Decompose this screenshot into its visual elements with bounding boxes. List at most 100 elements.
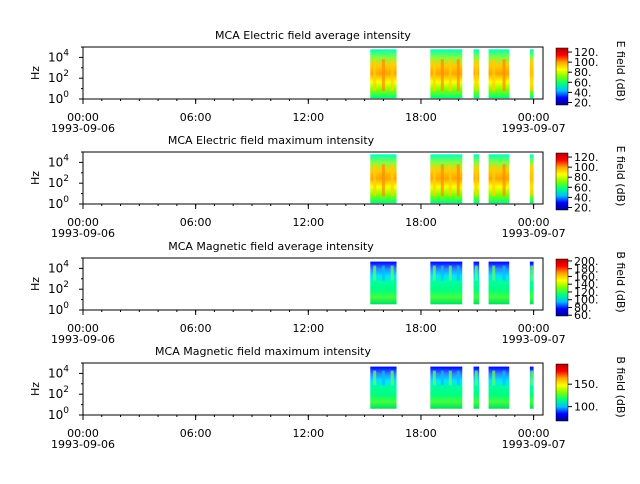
spectrogram-streak <box>492 164 496 197</box>
x-tick-label: 00:00 <box>518 216 550 229</box>
colorbar-tick-label: 100. <box>574 401 599 414</box>
spectrogram-segment <box>488 261 510 305</box>
colorbar-frame <box>555 47 569 106</box>
y-tick-label: 104 <box>48 153 69 169</box>
x-tick-label: 00:00 <box>518 427 550 440</box>
y-tick-label: 104 <box>48 259 69 275</box>
colorbar-tick-label: 40. <box>574 191 592 204</box>
y-axis-label: Hz <box>29 171 42 185</box>
colorbar-frame <box>555 363 569 422</box>
spectrogram-streak <box>381 370 385 386</box>
spectrogram-streak <box>373 370 377 386</box>
x-tick-date: 1993-09-06 <box>51 122 115 135</box>
panel-2: MCA Electric field maximum intensity 100 1… <box>29 134 627 240</box>
colorbar-tick-label: 40. <box>574 86 592 99</box>
x-tick-label: 06:00 <box>180 427 212 440</box>
y-tick-label: 100 <box>48 406 69 422</box>
colorbar <box>556 153 568 210</box>
x-tick-label: 18:00 <box>405 111 437 124</box>
spectrogram-streak <box>456 370 460 386</box>
spectrogram-streak <box>474 59 478 92</box>
spectrogram-streak <box>390 265 394 281</box>
colorbar-tick-label: 60. <box>574 76 592 89</box>
spectrogram-streak <box>381 164 385 197</box>
spectrogram-streak <box>448 59 452 92</box>
spectrogram-streak <box>502 59 506 92</box>
x-tick-label: 18:00 <box>405 216 437 229</box>
y-tick-label: 100 <box>48 301 69 317</box>
x-tick-label: 06:00 <box>180 322 212 335</box>
x-tick-date: 1993-09-07 <box>502 227 566 240</box>
y-tick-label: 100 <box>48 90 69 106</box>
y-tick-label: 100 <box>48 195 69 211</box>
colorbar-tick-label: 100. <box>574 56 599 69</box>
spectrogram-streak <box>456 265 460 281</box>
colorbar-tick-label: 60. <box>574 181 592 194</box>
colorbar-tick-label: 120. <box>574 286 599 299</box>
x-tick-date: 1993-09-06 <box>51 333 115 346</box>
spectrogram-streak <box>432 265 436 281</box>
x-tick-label: 12:00 <box>292 427 324 440</box>
colorbar-tick-label: 120. <box>574 46 599 59</box>
x-tick-label: 12:00 <box>292 216 324 229</box>
y-tick-label: 102 <box>48 69 69 85</box>
spectrogram-streak <box>502 265 506 281</box>
spectrogram-segment <box>473 261 480 305</box>
plot-frame <box>82 46 544 100</box>
spectrogram-streak <box>492 265 496 281</box>
x-tick-date: 1993-09-06 <box>51 438 115 451</box>
spectrogram-streak <box>440 265 444 281</box>
colorbar-tick-label: 60. <box>574 309 592 322</box>
colorbar-label: E field (dB) <box>614 146 627 207</box>
spectrogram-streak <box>474 370 478 386</box>
spectrogram-streak <box>492 59 496 92</box>
colorbar-tick-label: 200. <box>574 255 599 268</box>
colorbar-label: E field (dB) <box>614 41 627 102</box>
panel-title: MCA Electric field average intensity <box>215 29 411 42</box>
spectrogram-streak <box>530 164 534 197</box>
spectrogram-streak <box>381 265 385 281</box>
colorbar-tick-label: 100. <box>574 161 599 174</box>
y-axis-label: Hz <box>29 382 42 396</box>
spectrogram-streak <box>432 370 436 386</box>
colorbar <box>556 48 568 105</box>
x-tick-date: 1993-09-07 <box>502 333 566 346</box>
x-tick-label: 12:00 <box>292 322 324 335</box>
plot-frame <box>82 362 544 416</box>
colorbar-frame <box>555 152 569 211</box>
x-tick-label: 00:00 <box>67 111 99 124</box>
spectrogram-streak <box>390 164 394 197</box>
spectrogram-segment <box>473 366 480 409</box>
y-tick-label: 102 <box>48 385 69 401</box>
x-tick-label: 00:00 <box>67 427 99 440</box>
spectrogram-streak <box>390 59 394 92</box>
spectrogram-streak <box>530 59 534 92</box>
x-tick-date: 1993-09-07 <box>502 122 566 135</box>
spectrogram-streak <box>440 59 444 92</box>
colorbar-tick-label: 150. <box>574 378 599 391</box>
y-axis-label: Hz <box>29 277 42 291</box>
spectrogram-streak <box>373 59 377 92</box>
colorbar-tick-label: 160. <box>574 270 599 283</box>
x-tick-label: 00:00 <box>67 322 99 335</box>
spectrogram-streak <box>502 370 506 386</box>
x-tick-label: 18:00 <box>405 322 437 335</box>
spectrogram-streak <box>390 370 394 386</box>
y-tick-label: 102 <box>48 280 69 296</box>
spectrogram-streak <box>373 164 377 197</box>
x-tick-label: 00:00 <box>518 111 550 124</box>
colorbar-tick-label: 80. <box>574 66 592 79</box>
colorbar-tick-label: 100. <box>574 294 599 307</box>
panel-title: MCA Magnetic field maximum intensity <box>155 345 371 358</box>
x-tick-date: 1993-09-07 <box>502 438 566 451</box>
spectrogram-streak <box>530 265 534 281</box>
panel-4: MCA Magnetic field maximum intensity 100 1… <box>29 345 627 451</box>
spectrogram-streak <box>381 59 385 92</box>
spectrogram-streak <box>502 164 506 197</box>
x-tick-label: 18:00 <box>405 427 437 440</box>
x-tick-label: 06:00 <box>180 111 212 124</box>
x-tick-date: 1993-09-06 <box>51 227 115 240</box>
y-tick-label: 104 <box>48 364 69 380</box>
